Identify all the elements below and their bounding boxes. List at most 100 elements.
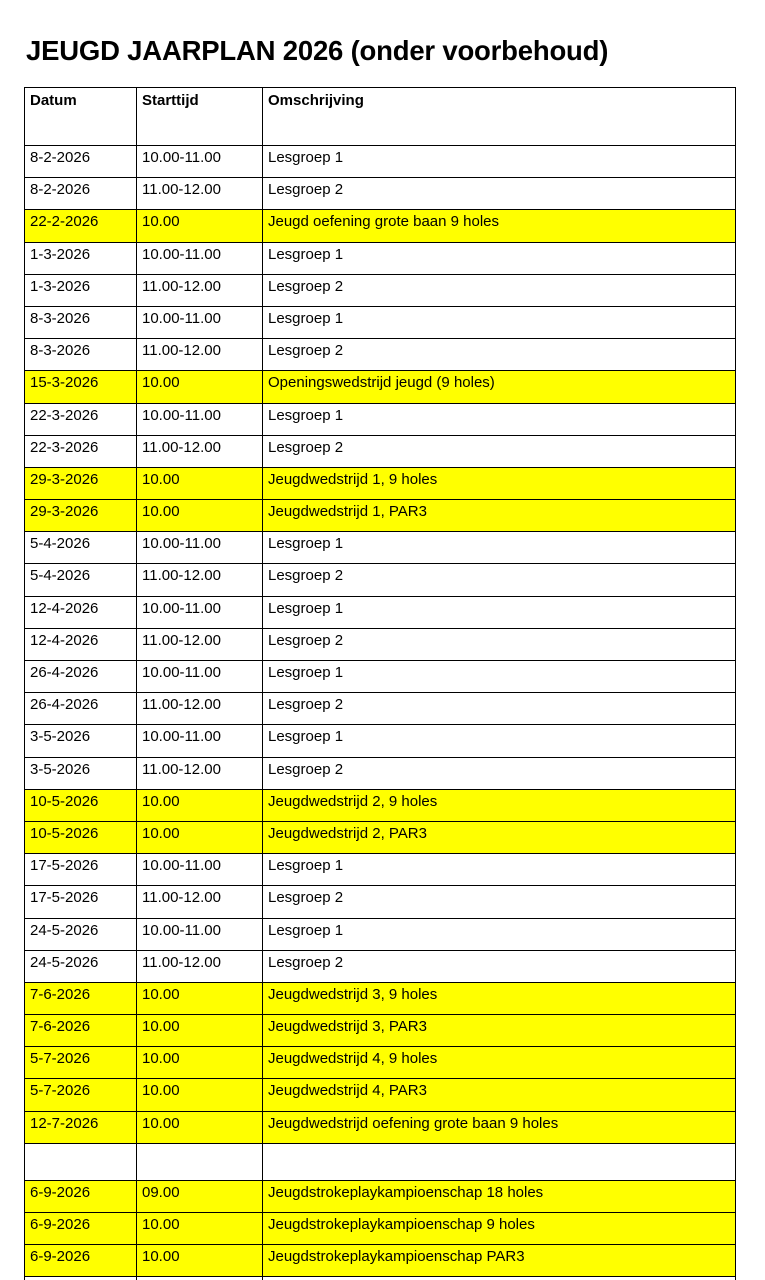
table-row: 3-5-2026 11.00-12.00 Lesgroep 2 — [24, 756, 736, 790]
cell-time: 10.00-11.00 — [136, 531, 263, 565]
cell-date: 24-5-2026 — [24, 917, 137, 951]
cell-time — [136, 1142, 263, 1181]
cell-date: 12-4-2026 — [24, 595, 137, 629]
cell-description: Lesgroep 1 — [262, 659, 736, 694]
cell-date: 3-5-2026 — [24, 724, 137, 758]
cell-time: 11.00-12.00 — [136, 177, 263, 211]
cell-description: Jeugdwedstrijd 2, 9 holes — [262, 788, 736, 822]
cell-description: Lesgroep 1 — [262, 917, 736, 951]
cell-date: 17-5-2026 — [24, 885, 137, 919]
table-row: 8-3-2026 11.00-12.00 Lesgroep 2 — [24, 338, 736, 372]
cell-description: Lesgroep 1 — [262, 144, 736, 179]
cell-time: 11.00-12.00 — [136, 885, 263, 919]
cell-time: 10.00 — [136, 1244, 263, 1278]
cell-time: 10.00-11.00 — [136, 402, 263, 436]
cell-date: 6-9-2026 — [24, 1179, 137, 1214]
cell-date: 6-9-2026 — [24, 1211, 137, 1246]
cell-description: Jeugdwedstrijd oefening grote baan 9 hol… — [262, 1110, 736, 1144]
cell-date: 5-7-2026 — [24, 1078, 137, 1112]
cell-date: 29-3-2026 — [24, 499, 137, 533]
table-row: 5-4-2026 11.00-12.00 Lesgroep 2 — [24, 563, 736, 597]
cell-date: 17-5-2026 — [24, 853, 137, 887]
cell-time: 10.00 — [136, 1110, 263, 1144]
cell-description: Openingswedstrijd jeugd (9 holes) — [262, 370, 736, 404]
cell-date: 5-4-2026 — [24, 563, 137, 597]
cell-time: 10.00-11.00 — [136, 241, 263, 275]
table-row — [24, 1142, 736, 1181]
table-row: 26-4-2026 10.00-11.00 Lesgroep 1 — [24, 659, 736, 694]
cell-time: 10.00-11.00 — [136, 917, 263, 951]
cell-time: 10.00-11.00 — [136, 305, 263, 340]
cell-time: 09.00 — [136, 1179, 263, 1214]
table-row: 17-5-2026 10.00-11.00 Lesgroep 1 — [24, 853, 736, 887]
cell-date: 29-3-2026 — [24, 466, 137, 501]
cell-time: 10.00 — [136, 788, 263, 822]
table-body: 8-2-2026 10.00-11.00 Lesgroep 1 8-2-2026 11.… — [24, 144, 736, 1280]
table-row: 22-3-2026 10.00-11.00 Lesgroep 1 — [24, 402, 736, 436]
cell-description: Jeugdstrokeplaykampioenschap PAR3 — [262, 1244, 736, 1278]
table-row: 10-5-2026 10.00 Jeugdwedstrijd 2, 9 holes — [24, 788, 736, 822]
cell-time: 11.00-12.00 — [136, 434, 263, 468]
cell-time: 11.00-12.00 — [136, 692, 263, 726]
cell-time: 11.00-12.00 — [136, 627, 263, 662]
cell-time: 10.00 — [136, 1014, 263, 1048]
cell-date: 5-7-2026 — [24, 1046, 137, 1080]
table-row: 8-2-2026 10.00-11.00 Lesgroep 1 — [24, 144, 736, 179]
cell-date: 12-4-2026 — [24, 627, 137, 662]
column-header-date: Datum — [24, 87, 137, 146]
table-row: 8-2-2026 11.00-12.00 Lesgroep 2 — [24, 177, 736, 211]
jeugd-jaarplan-table: Datum Starttijd Omschrijving 8-2-2026 10.… — [24, 87, 736, 1280]
cell-description: Lesgroep 2 — [262, 692, 736, 726]
cell-time: 10.00 — [136, 466, 263, 501]
cell-date: 12-7-2026 — [24, 1110, 137, 1144]
cell-time: 10.00-11.00 — [136, 853, 263, 887]
cell-time: 10.00 — [136, 820, 263, 855]
cell-description: Lesgroep 2 — [262, 434, 736, 468]
cell-description — [262, 1276, 736, 1280]
table-row: 24-5-2026 10.00-11.00 Lesgroep 1 — [24, 917, 736, 951]
cell-time: 10.00-11.00 — [136, 659, 263, 694]
cell-description: Lesgroep 2 — [262, 273, 736, 307]
cell-time: 10.00 — [136, 1046, 263, 1080]
table-row: 15-3-2026 10.00 Openingswedstrijd jeugd (9… — [24, 370, 736, 404]
cell-description: Jeugdstrokeplaykampioenschap 18 holes — [262, 1179, 736, 1214]
cell-date: 7-6-2026 — [24, 981, 137, 1016]
cell-time: 11.00-12.00 — [136, 949, 263, 983]
cell-time: 10.00 — [136, 370, 263, 404]
table-row: 7-6-2026 10.00 Jeugdwedstrijd 3, 9 holes — [24, 981, 736, 1016]
table-header: Datum Starttijd Omschrijving — [24, 87, 736, 146]
table-row: 12-4-2026 10.00-11.00 Lesgroep 1 — [24, 595, 736, 629]
cell-date — [24, 1142, 137, 1181]
cell-description: Jeugdwedstrijd 1, 9 holes — [262, 466, 736, 501]
cell-description: Jeugdwedstrijd 3, PAR3 — [262, 1014, 736, 1048]
cell-description: Lesgroep 2 — [262, 885, 736, 919]
cell-date: 26-4-2026 — [24, 692, 137, 726]
cell-time: 10.00 — [136, 209, 263, 243]
cell-time: 11.00-12.00 — [136, 563, 263, 597]
cell-date: 15-3-2026 — [24, 370, 137, 404]
cell-time: 11.00-12.00 — [136, 756, 263, 790]
cell-time: 10.00-11.00 — [136, 595, 263, 629]
cell-date: 8-3-2026 — [24, 338, 137, 372]
table-row: 5-4-2026 10.00-11.00 Lesgroep 1 — [24, 531, 736, 565]
cell-description: Lesgroep 2 — [262, 338, 736, 372]
cell-time: 10.00-11.00 — [136, 144, 263, 179]
cell-date: 1-3-2026 — [24, 273, 137, 307]
cell-time: 10.00 — [136, 1211, 263, 1246]
cell-description: Lesgroep 1 — [262, 241, 736, 275]
cell-description: Jeugd oefening grote baan 9 holes — [262, 209, 736, 243]
cell-date: 10-5-2026 — [24, 788, 137, 822]
cell-description: Lesgroep 2 — [262, 177, 736, 211]
column-header-description: Omschrijving — [262, 87, 736, 146]
table-row: 5-7-2026 10.00 Jeugdwedstrijd 4, PAR3 — [24, 1078, 736, 1112]
cell-date: 22-2-2026 — [24, 209, 137, 243]
cell-description: Lesgroep 1 — [262, 402, 736, 436]
table-row: 22-3-2026 11.00-12.00 Lesgroep 2 — [24, 434, 736, 468]
cell-date: 8-2-2026 — [24, 144, 137, 179]
table-row: 3-5-2026 10.00-11.00 Lesgroep 1 — [24, 724, 736, 758]
cell-time: 11.00-12.00 — [136, 273, 263, 307]
cell-date: 7-6-2026 — [24, 1014, 137, 1048]
cell-description: Lesgroep 2 — [262, 627, 736, 662]
cell-date: 6-9-2026 — [24, 1244, 137, 1278]
